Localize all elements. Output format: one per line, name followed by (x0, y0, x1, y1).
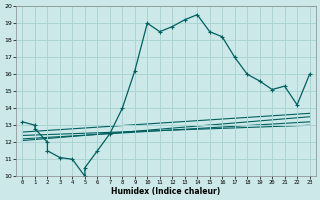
X-axis label: Humidex (Indice chaleur): Humidex (Indice chaleur) (111, 187, 221, 196)
